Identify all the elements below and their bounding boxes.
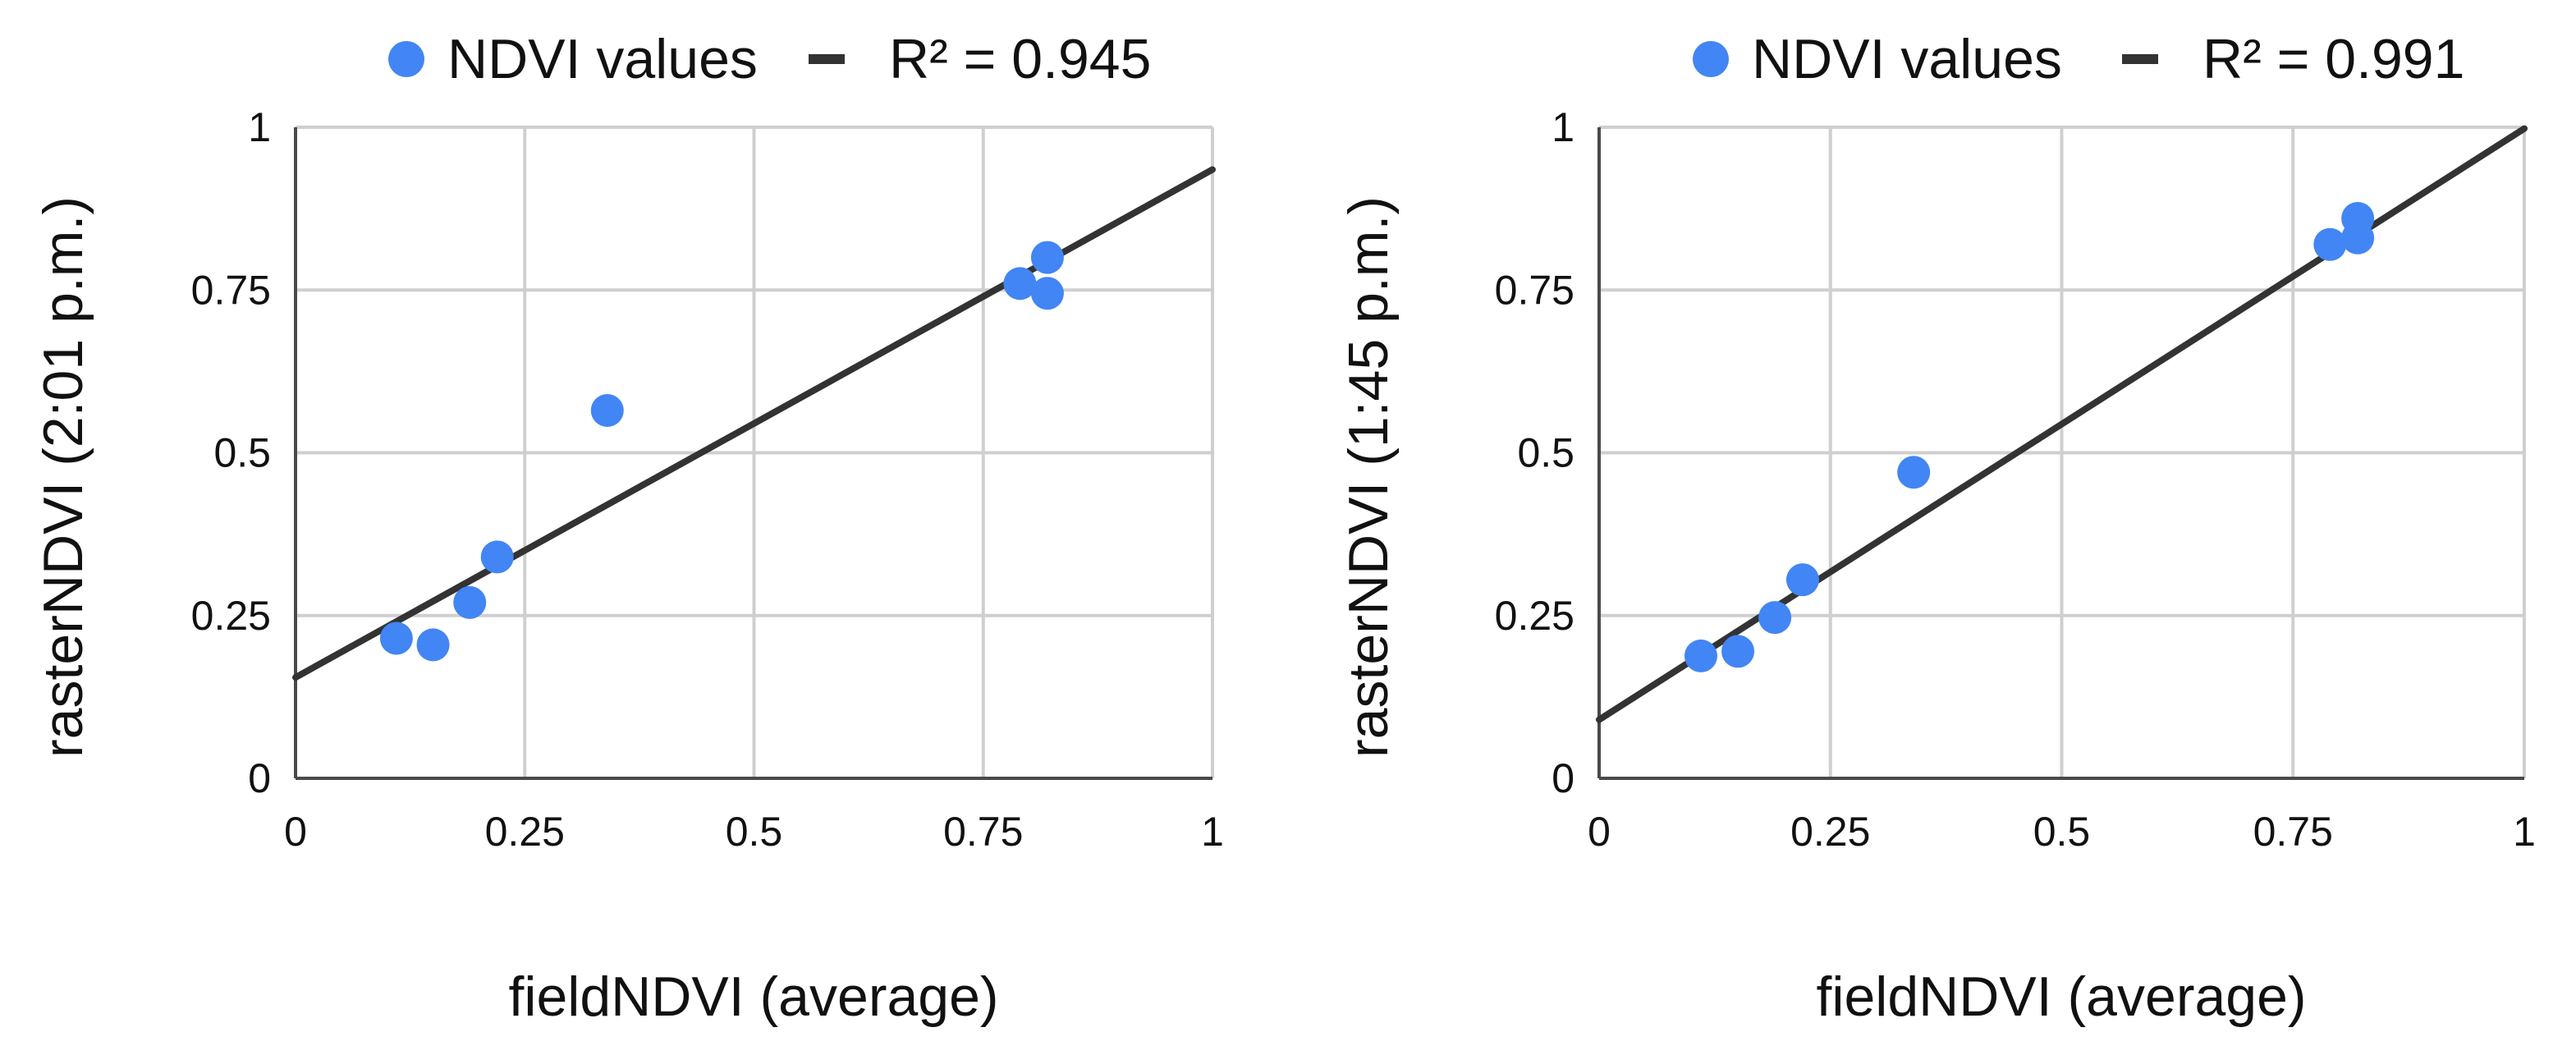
data-point — [1758, 601, 1792, 635]
y-axis-title-2: rasterNDVI (1:45 p.m.) — [1337, 196, 1400, 758]
y-tick-label: 0 — [248, 755, 271, 801]
x-tick-label: 0.5 — [2033, 809, 2091, 855]
x-tick-label: 0 — [1588, 809, 1611, 855]
grid-1 — [294, 126, 1214, 780]
x-tick-label: 0 — [284, 809, 307, 855]
x-tick-label: 0.25 — [485, 809, 565, 855]
data-point — [1897, 456, 1931, 489]
y-tick-label: 1 — [1552, 104, 1574, 150]
x-tick-label: 1 — [1201, 809, 1224, 855]
legend-2-trend-label: R² = 0.991 — [2202, 28, 2464, 90]
legend-2-trend-line-icon — [2122, 54, 2158, 64]
tick-labels-2: 0 0.25 0.5 0.75 1 0 0.25 0.5 0.75 1 — [1495, 104, 2536, 855]
legend-1: NDVI values R² = 0.945 — [388, 28, 1151, 90]
legend-1-trend-label: R² = 0.945 — [889, 28, 1151, 90]
x-tick-label: 0.5 — [726, 809, 783, 855]
data-points-1 — [379, 241, 1064, 662]
legend-2: NDVI values R² = 0.991 — [1693, 28, 2464, 90]
chart-panel-1: NDVI values R² = 0.945 0 0.25 0.5 0.75 1 0 0.2… — [32, 28, 1224, 1028]
x-tick-label: 0.75 — [943, 809, 1023, 855]
data-point — [1030, 241, 1064, 274]
legend-2-series-label: NDVI values — [1752, 28, 2062, 90]
data-point — [1003, 267, 1037, 300]
y-tick-label: 0.25 — [1495, 593, 1574, 639]
legend-1-trend-line-icon — [809, 54, 845, 64]
y-axis-title-1: rasterNDVI (2:01 p.m.) — [32, 196, 94, 758]
y-tick-label: 0.5 — [213, 430, 271, 476]
data-point — [1721, 635, 1755, 668]
data-point — [1030, 277, 1064, 310]
x-tick-label: 1 — [2513, 809, 2536, 855]
y-tick-label: 0.75 — [191, 267, 271, 313]
y-tick-label: 0.75 — [1495, 267, 1574, 313]
y-tick-label: 0.25 — [191, 593, 271, 639]
data-point — [453, 585, 487, 619]
x-tick-label: 0.25 — [1790, 809, 1870, 855]
x-axis-title-2: fieldNDVI (average) — [1816, 966, 2306, 1028]
data-point — [379, 622, 413, 655]
x-axis-title-1: fieldNDVI (average) — [508, 966, 998, 1028]
tick-labels-1: 0 0.25 0.5 0.75 1 0 0.25 0.5 0.75 1 — [191, 104, 1224, 855]
legend-1-series-label: NDVI values — [447, 28, 758, 90]
legend-1-marker-icon — [388, 41, 424, 77]
legend-2-marker-icon — [1693, 41, 1729, 77]
data-points-2 — [1684, 202, 2375, 672]
x-tick-label: 0.75 — [2253, 809, 2333, 855]
data-point — [2313, 227, 2347, 261]
data-point — [480, 540, 514, 574]
chart-panel-2: NDVI values R² = 0.991 0 0.25 0.5 0.75 1 0 0.2… — [1337, 28, 2536, 1028]
data-point — [2341, 202, 2375, 236]
y-tick-label: 0 — [1552, 755, 1574, 801]
data-point — [1785, 563, 1819, 597]
y-tick-label: 1 — [248, 104, 271, 150]
data-point — [1684, 639, 1717, 672]
data-point — [416, 628, 450, 662]
y-tick-label: 0.5 — [1517, 430, 1574, 476]
data-point — [590, 393, 624, 427]
grid-2 — [1597, 126, 2526, 780]
